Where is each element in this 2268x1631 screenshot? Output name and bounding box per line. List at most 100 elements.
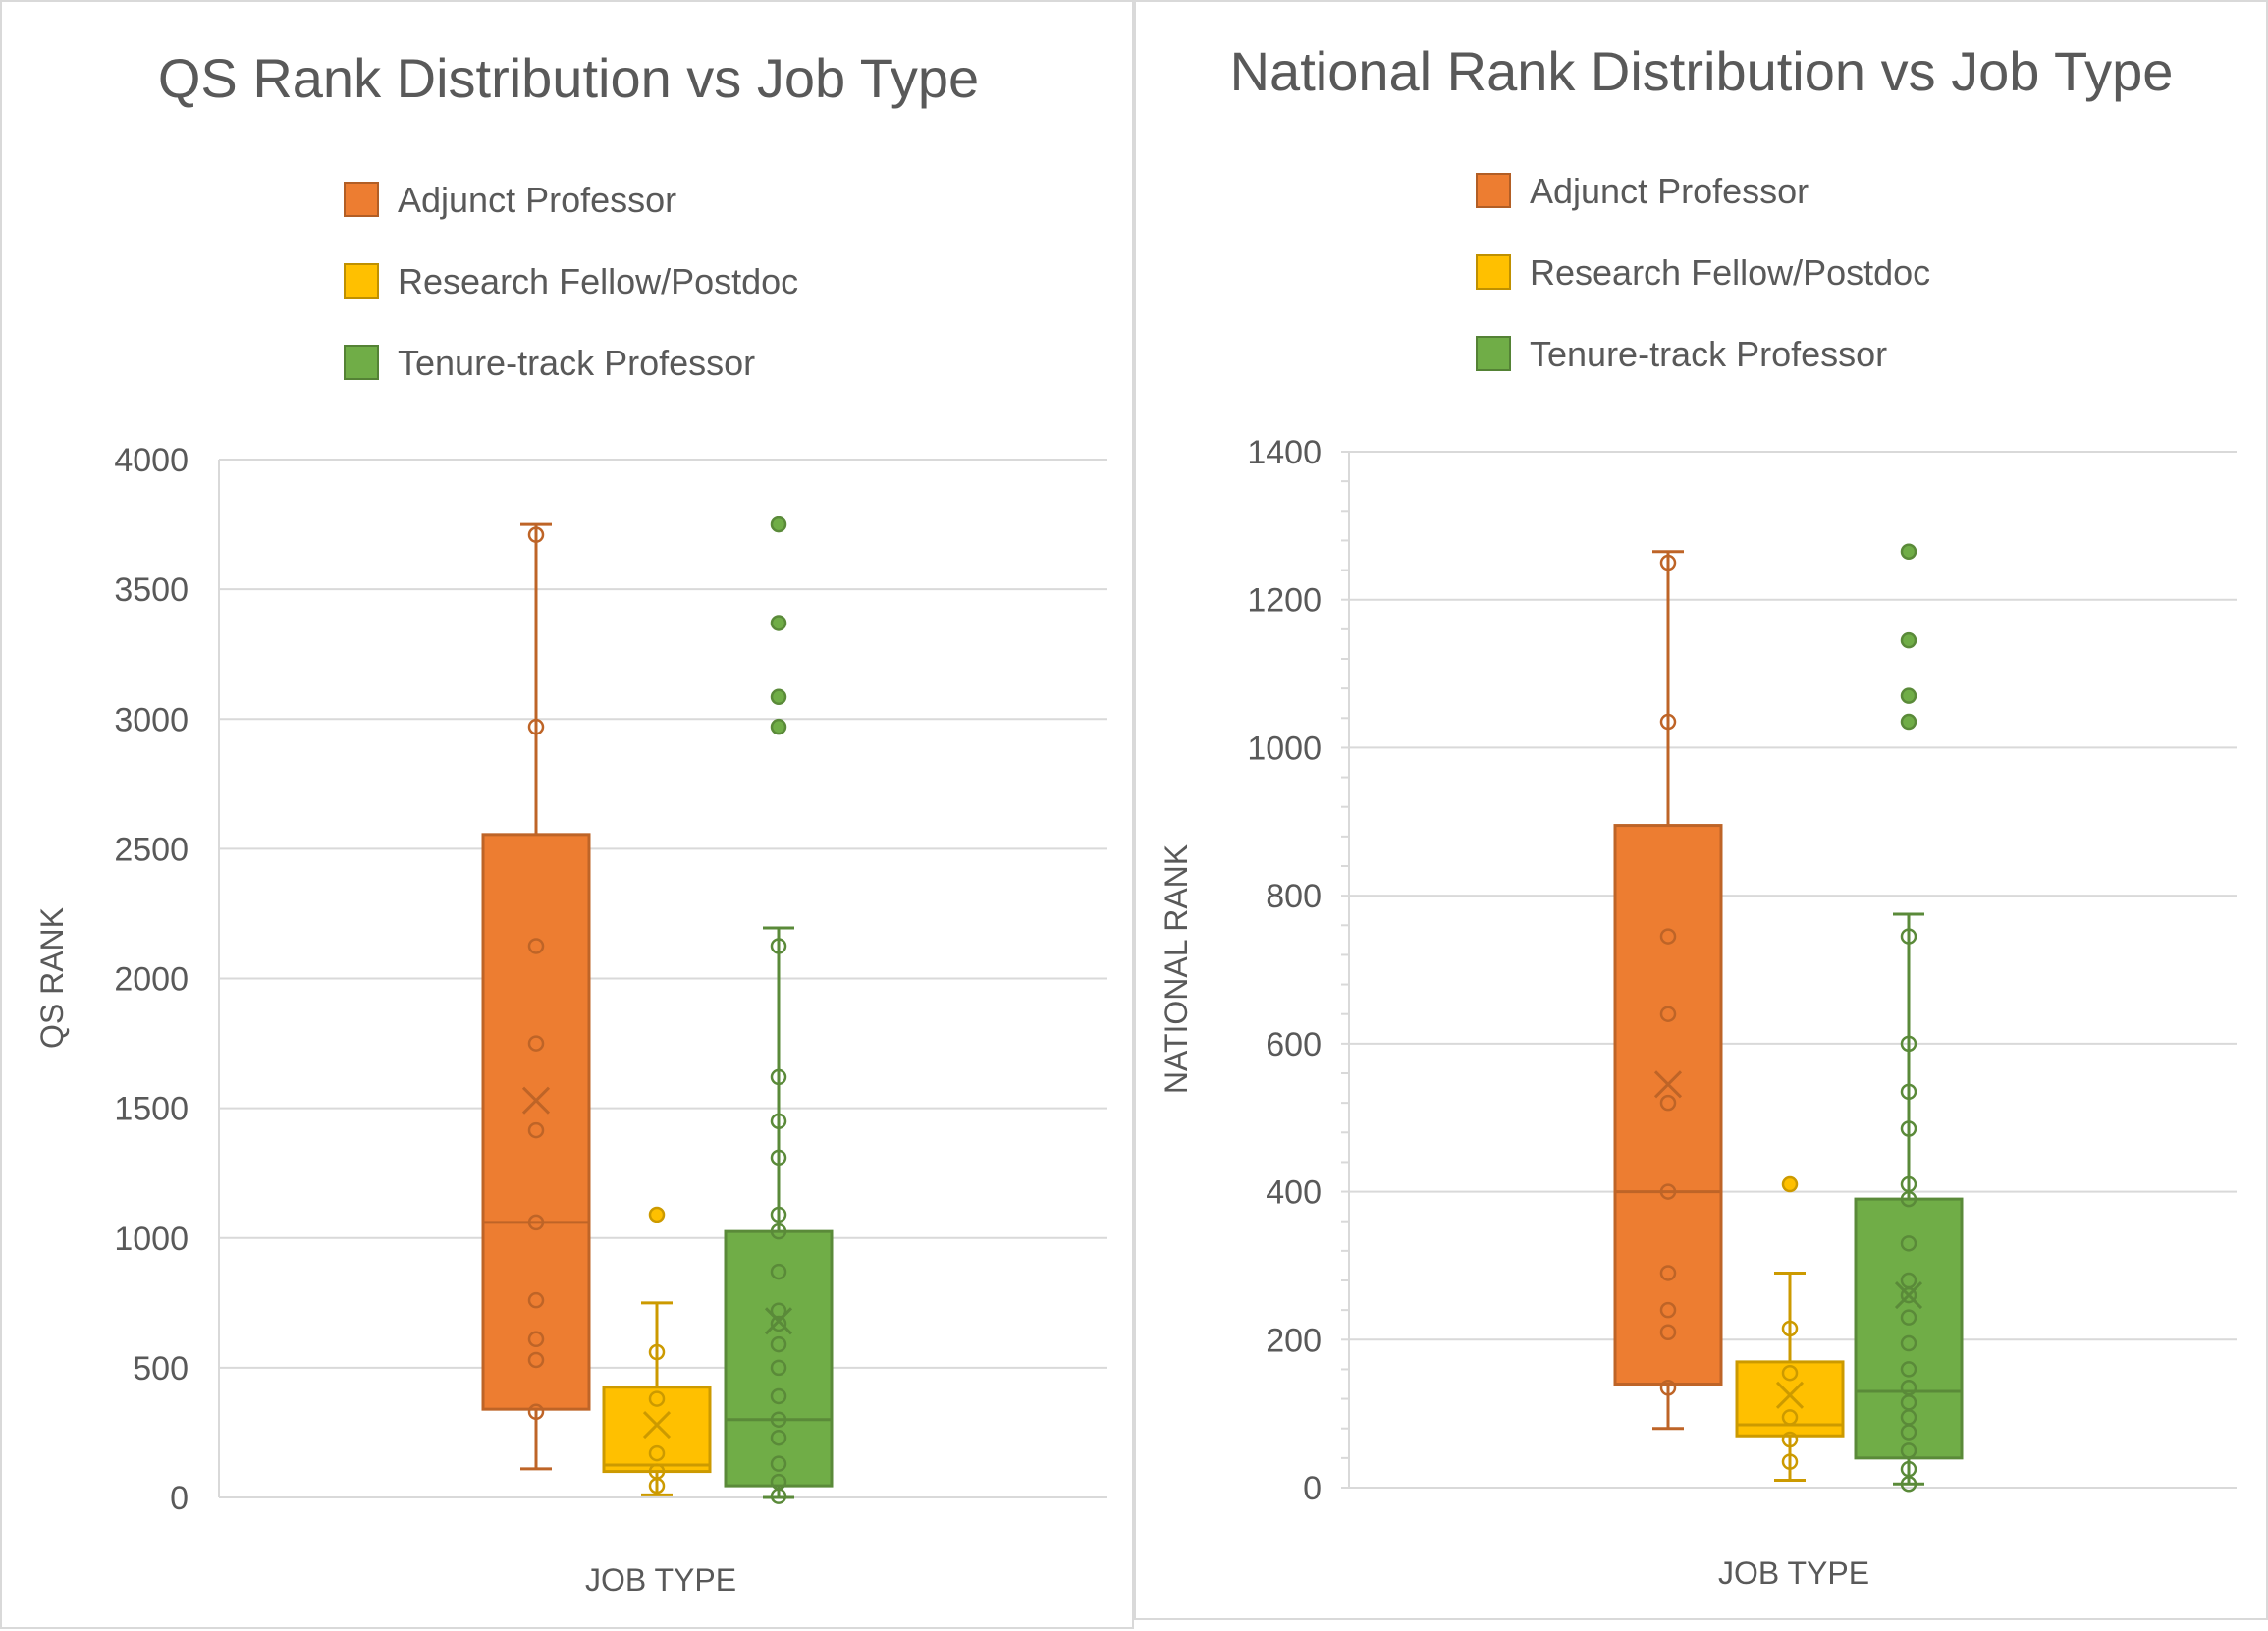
data-point [1659,1324,1677,1340]
data-point [1781,1453,1799,1470]
data-point [1659,1265,1677,1281]
legend-label-adjunct-professor: Adjunct Professor [398,180,676,220]
data-point [527,1121,545,1139]
y-tick-label: 3000 [114,701,189,738]
legend-label-research-fellow-postdoc: Research Fellow/Postdoc [398,261,798,301]
box-adjunct-professor [481,522,591,1471]
outlier-point [1900,543,1917,560]
data-point [770,1149,787,1167]
chart-title: QS Rank Distribution vs Job Type [158,47,979,109]
data-point [1900,1442,1917,1459]
data-point [1900,1361,1917,1378]
outlier-point [1781,1175,1799,1193]
data-point [1900,1460,1917,1478]
data-point [770,938,787,954]
legend-label-tenure-track-professor: Tenure-track Professor [1530,334,1887,374]
data-point [770,1455,787,1472]
data-point [1900,1380,1917,1396]
y-tick-label: 1000 [114,1221,189,1258]
data-point [770,1429,787,1446]
data-point [770,1113,787,1130]
y-tick-label: 2000 [114,961,189,999]
data-point [770,1206,787,1223]
box-research-fellow-postdoc [602,1206,712,1496]
y-tick-label: 1000 [1247,730,1322,767]
data-point [770,1387,787,1405]
data-point [770,1263,787,1280]
y-tick-label: 500 [133,1350,189,1387]
data-point [1659,1301,1677,1319]
data-point [648,1444,666,1462]
data-point [648,1463,666,1480]
data-point [1781,1364,1799,1382]
iqr-box [481,833,591,1411]
iqr-box [602,1386,712,1474]
iqr-box [1854,1197,1964,1460]
data-point [1659,1094,1677,1112]
mean-marker [1894,1281,1923,1310]
y-tick-label: 1500 [114,1091,189,1128]
mean-marker [1653,1070,1683,1099]
data-point [1900,1035,1917,1053]
y-tick-label: 0 [170,1480,189,1517]
data-point [770,1473,787,1491]
data-point [1659,1380,1677,1396]
data-point [770,1223,787,1240]
y-tick-label: 800 [1266,878,1322,915]
data-point [1900,1120,1917,1137]
qs-rank-chart: QS Rank Distribution vs Job Type Adjunct … [34,47,1107,1598]
data-point [527,1403,545,1421]
legend: Adjunct Professor Research Fellow/Postdoc… [344,180,798,383]
outlier-point [770,615,787,631]
data-point [527,1331,545,1348]
y-axis-title: QS RANK [34,907,70,1049]
data-point [527,526,545,543]
data-point [527,1214,545,1231]
iqr-box [1613,824,1723,1386]
data-point [770,1302,787,1319]
data-point [1659,928,1677,945]
legend-swatch-tenure-track-professor [1476,336,1511,371]
legend-label-research-fellow-postdoc: Research Fellow/Postdoc [1530,252,1930,293]
data-point [770,1411,787,1428]
outlier-point [1900,713,1917,731]
data-point [770,1068,787,1086]
outlier-point [770,688,787,706]
data-point [1659,1006,1677,1022]
x-axis-title: JOB TYPE [1718,1555,1869,1591]
data-point [648,1390,666,1407]
legend-swatch-adjunct-professor [344,182,379,217]
mean-marker [521,1086,551,1115]
data-point [1781,1431,1799,1448]
data-point [1900,1235,1917,1252]
y-tick-label: 4000 [114,442,189,479]
national-rank-chart: National Rank Distribution vs Job Type Ad… [1159,40,2237,1591]
data-point [1781,1320,1799,1337]
data-point [1659,713,1677,731]
data-point [770,1335,787,1353]
legend-swatch-tenure-track-professor [344,345,379,380]
data-point [527,938,545,954]
mean-marker [764,1307,793,1335]
outlier-point [1900,631,1917,649]
iqr-box [724,1229,834,1488]
y-tick-label: 200 [1266,1322,1322,1359]
y-tick-label: 1200 [1247,582,1322,620]
data-point [1900,1083,1917,1101]
data-point [1900,1175,1917,1193]
data-point [1900,928,1917,945]
legend-label-adjunct-professor: Adjunct Professor [1530,171,1809,211]
national-rank-chart-panel: National Rank Distribution vs Job Type Ad… [1134,0,2268,1620]
y-tick-label: 3500 [114,571,189,609]
y-tick-label: 2500 [114,831,189,868]
data-point [1900,1334,1917,1352]
legend-swatch-research-fellow-postdoc [1476,254,1511,290]
box-research-fellow-postdoc [1735,1175,1845,1482]
outlier-point [1900,687,1917,704]
outlier-point [770,516,787,533]
y-tick-label: 0 [1303,1470,1322,1507]
box-adjunct-professor [1613,550,1723,1431]
outlier-point [770,718,787,735]
legend-swatch-research-fellow-postdoc [344,263,379,299]
outlier-point [648,1206,666,1223]
